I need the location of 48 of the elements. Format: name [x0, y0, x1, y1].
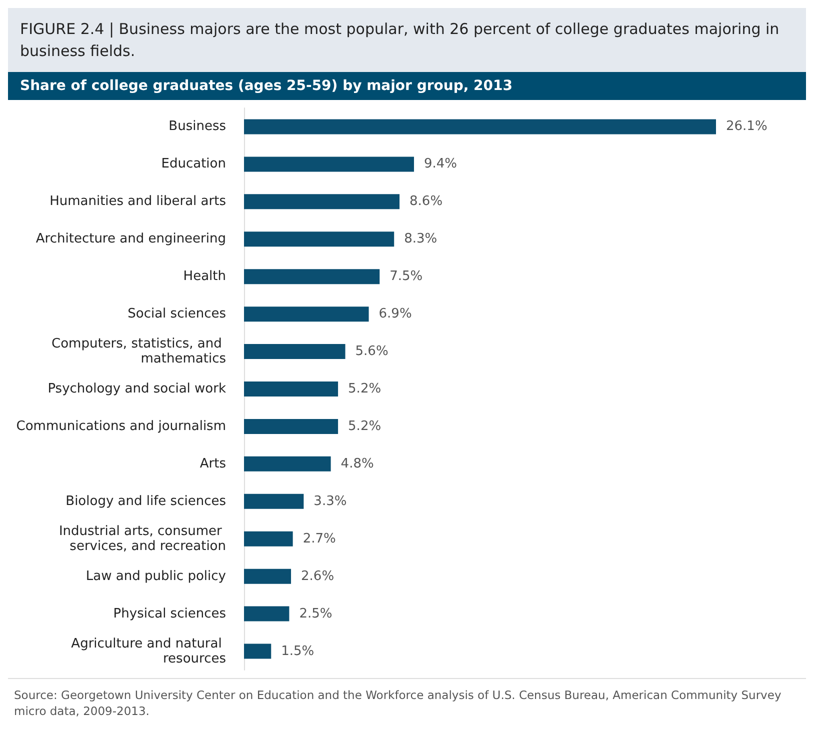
- y-tick-label: Social sciences: [128, 306, 226, 322]
- data-label: 7.5%: [390, 269, 423, 284]
- y-tick-label: Industrial arts, consumer services, and recreation: [58, 524, 226, 554]
- chart-subtitle: Share of college graduates (ages 25-59) by major group, 2013: [8, 72, 806, 100]
- y-tick-label: Humanities and liberal arts: [50, 194, 226, 210]
- data-label: 1.5%: [281, 644, 314, 659]
- y-tick-label: Law and public policy: [86, 568, 226, 584]
- data-label: 5.2%: [348, 418, 382, 434]
- data-label: 8.6%: [410, 194, 443, 210]
- bar: [244, 156, 414, 172]
- y-tick-label: Physical sciences: [113, 606, 226, 622]
- data-label: 4.8%: [340, 456, 374, 472]
- chart-title: FIGURE 2.4 | Business majors are the most popular, with 26 percent of college graduates majoring in business fields.: [8, 8, 806, 72]
- bar: [244, 644, 272, 659]
- y-tick-label: Arts: [200, 456, 226, 472]
- bar: [244, 306, 369, 322]
- y-tick-label: Agriculture and natural resources: [71, 636, 226, 666]
- y-tick-label: Architecture and engineering: [36, 232, 226, 247]
- data-label: 2.7%: [302, 531, 336, 546]
- data-label: 5.2%: [348, 382, 382, 396]
- bar: [244, 606, 290, 622]
- y-tick-label: Psychology and social work: [48, 382, 226, 396]
- data-label: 8.3%: [404, 232, 438, 247]
- data-label: 2.6%: [301, 568, 334, 584]
- bar: [244, 344, 346, 360]
- bar: [244, 269, 380, 284]
- bar: [244, 194, 400, 210]
- bar: [244, 232, 394, 247]
- bar: [244, 382, 338, 396]
- bar: [244, 568, 292, 584]
- y-tick-label: Health: [183, 269, 226, 284]
- bar: [244, 119, 716, 134]
- bar: [244, 494, 304, 509]
- source-note: Source: Georgetown University Center on Education and the Workforce analysis of U.S. Census Bureau, American Community Survey micro data, 2009-2013.: [14, 687, 782, 719]
- data-label: 5.6%: [355, 344, 388, 360]
- y-tick-label: Computers, statistics, and mathematics: [52, 336, 226, 367]
- y-tick-label: Education: [161, 156, 226, 172]
- bar: [244, 418, 338, 434]
- data-label: 6.9%: [378, 306, 412, 322]
- bar: [244, 531, 293, 546]
- data-label: 2.5%: [299, 606, 332, 622]
- data-label: 9.4%: [424, 156, 458, 172]
- bar: [244, 456, 331, 472]
- y-tick-label: Business: [168, 119, 226, 134]
- data-label: 3.3%: [314, 494, 347, 509]
- y-tick-label: Communications and journalism: [16, 418, 226, 434]
- y-tick-label: Biology and life sciences: [66, 494, 226, 509]
- data-label: 26.1%: [726, 119, 768, 134]
